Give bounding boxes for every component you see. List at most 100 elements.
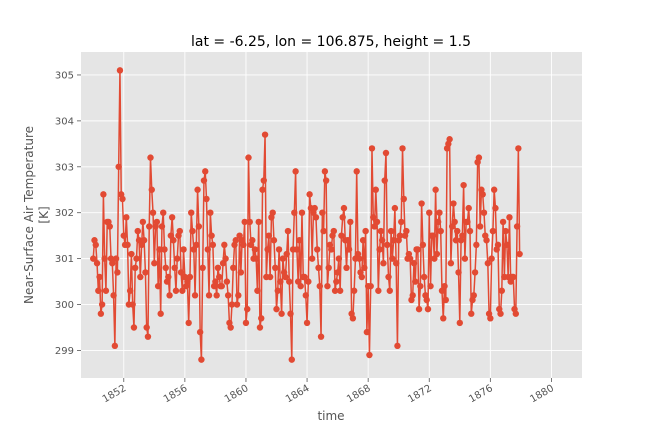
data-point [222,255,229,262]
data-point [216,273,223,281]
data-point [412,278,419,285]
data-point [176,227,183,235]
data-point [214,264,222,271]
data-point [308,255,316,262]
data-point [344,237,351,244]
data-point [292,168,299,175]
data-point [375,287,382,294]
data-point [497,310,504,317]
data-point [392,260,400,267]
data-point [101,255,108,262]
data-point [269,209,276,216]
data-point [343,264,350,271]
data-point [200,177,208,184]
data-point [423,296,430,304]
data-point [424,305,432,313]
data-point [325,264,332,271]
data-point [418,200,425,207]
data-point [124,241,131,249]
data-point [328,246,335,253]
data-point [258,315,265,322]
data-point [513,223,521,230]
data-point [97,310,105,317]
data-point [315,264,322,271]
data-point [335,255,343,262]
data-point [259,186,266,193]
data-point [480,209,488,216]
data-point [475,154,483,161]
data-point [487,315,494,322]
y-axis: 299 300 301 302 303 304 305 [55,70,81,357]
data-point [446,136,453,143]
data-point [419,241,427,249]
data-point [399,145,406,152]
data-point [252,255,260,262]
data-point [142,269,149,276]
x-axis-label: time [317,409,344,423]
data-point [193,241,200,249]
data-point [224,292,232,299]
data-point [414,246,421,253]
data-point [98,301,106,308]
y-axis-label-line-1: Near-Surface Air Temperature [22,126,36,304]
data-point [305,278,312,285]
data-point [96,273,103,281]
data-point [115,163,122,170]
data-point [465,204,472,212]
data-point [489,227,497,235]
data-point [429,232,437,239]
data-point [140,237,148,244]
data-point [434,218,442,226]
data-point [168,214,176,221]
data-point [147,154,154,161]
data-point [484,260,492,267]
data-point [170,237,177,244]
data-point [440,315,447,322]
data-point [240,241,247,249]
data-point [340,204,348,212]
data-point [314,246,321,253]
data-point [233,301,241,308]
data-point [498,287,506,294]
data-point [133,255,140,262]
data-point [492,204,499,212]
data-point [146,223,153,230]
data-point [171,264,178,271]
data-point [128,250,135,258]
data-point [377,227,385,235]
data-point [165,273,172,281]
data-point [265,232,273,239]
data-point [460,181,467,189]
data-point [297,282,304,290]
data-point [172,287,180,294]
data-point [123,214,130,221]
data-point [353,168,360,175]
data-point [470,292,478,299]
data-point [157,310,164,317]
data-point [288,356,295,363]
data-point [100,191,107,198]
data-point [209,241,217,249]
data-point [506,214,513,221]
data-point [366,351,373,359]
data-point [468,310,475,317]
data-point [166,292,173,299]
data-point [321,168,329,175]
data-point [202,168,209,175]
data-point [264,246,271,253]
data-point [260,177,267,184]
data-point [279,255,287,262]
data-point [451,218,458,226]
data-point [441,282,448,290]
data-point [319,209,326,216]
data-point [461,255,469,262]
data-point [331,287,339,294]
y-tick-label: 305 [55,70,74,81]
data-point [93,260,101,267]
data-point [381,177,388,184]
data-point [420,273,428,281]
data-point [386,287,393,294]
data-point [116,67,124,74]
data-point [494,241,502,249]
